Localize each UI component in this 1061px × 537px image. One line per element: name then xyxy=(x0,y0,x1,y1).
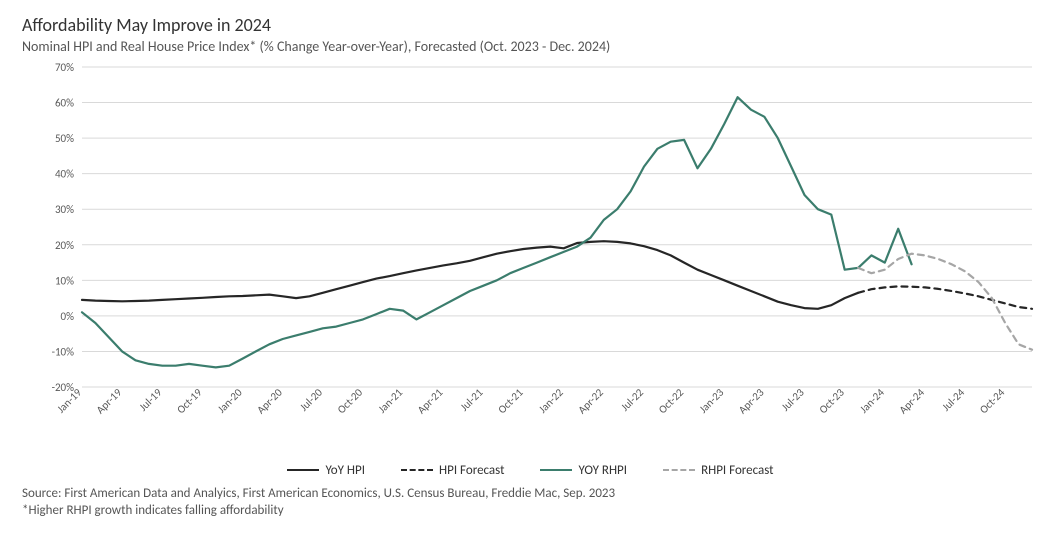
source-line: Source: First American Data and Analyics… xyxy=(22,486,1039,501)
svg-text:Oct-20: Oct-20 xyxy=(335,386,366,417)
legend-item: YOY RHPI xyxy=(540,463,627,478)
legend-swatch xyxy=(287,469,319,471)
svg-text:70%: 70% xyxy=(55,61,74,74)
svg-text:10%: 10% xyxy=(55,274,74,287)
legend-swatch xyxy=(401,469,433,471)
svg-text:Apr-24: Apr-24 xyxy=(897,386,928,417)
legend-swatch xyxy=(540,469,572,471)
svg-text:0%: 0% xyxy=(61,310,75,323)
svg-text:Oct-21: Oct-21 xyxy=(495,386,526,417)
svg-text:Oct-23: Oct-23 xyxy=(817,386,848,417)
svg-text:Jul-23: Jul-23 xyxy=(779,386,807,414)
svg-text:50%: 50% xyxy=(55,132,74,145)
legend-label: YoY HPI xyxy=(325,463,365,478)
legend-swatch xyxy=(663,469,695,471)
svg-text:Jul-19: Jul-19 xyxy=(137,386,165,414)
svg-text:Apr-22: Apr-22 xyxy=(575,386,606,417)
svg-text:Jul-21: Jul-21 xyxy=(458,386,486,414)
svg-text:60%: 60% xyxy=(55,97,74,110)
chart-subtitle: Nominal HPI and Real House Price Index* … xyxy=(22,38,1039,55)
legend-label: HPI Forecast xyxy=(439,463,504,478)
svg-text:Apr-21: Apr-21 xyxy=(415,386,446,417)
svg-text:Jul-22: Jul-22 xyxy=(618,386,646,414)
svg-text:Jul-20: Jul-20 xyxy=(297,386,325,414)
legend-item: YoY HPI xyxy=(287,463,365,478)
svg-text:20%: 20% xyxy=(55,239,74,252)
chart-title: Affordability May Improve in 2024 xyxy=(22,14,1039,36)
legend-item: HPI Forecast xyxy=(401,463,504,478)
series-hpi-forecast xyxy=(858,286,1032,308)
svg-text:Apr-19: Apr-19 xyxy=(94,386,125,417)
svg-text:Oct-19: Oct-19 xyxy=(174,386,205,417)
legend-label: RHPI Forecast xyxy=(701,463,773,478)
svg-text:Apr-23: Apr-23 xyxy=(736,386,767,417)
line-chart: -20%-10%0%10%20%30%40%50%60%70%Jan-19Apr… xyxy=(22,61,1039,478)
svg-text:Jan-23: Jan-23 xyxy=(697,386,727,416)
svg-text:Jan-21: Jan-21 xyxy=(375,386,405,416)
footnote: *Higher RHPI growth indicates falling af… xyxy=(22,503,1039,518)
svg-text:Apr-20: Apr-20 xyxy=(254,386,285,417)
series-yoy-hpi xyxy=(82,241,858,309)
svg-text:Jan-22: Jan-22 xyxy=(536,386,566,416)
svg-text:Oct-24: Oct-24 xyxy=(977,386,1008,417)
svg-text:-10%: -10% xyxy=(52,345,75,358)
svg-text:40%: 40% xyxy=(55,168,74,181)
svg-text:30%: 30% xyxy=(55,203,74,216)
legend: YoY HPI HPI Forecast YOY RHPI RHPI Forecast xyxy=(22,460,1039,478)
series-rhpi-forecast xyxy=(858,254,1032,350)
chart-svg: -20%-10%0%10%20%30%40%50%60%70%Jan-19Apr… xyxy=(22,61,1039,451)
legend-item: RHPI Forecast xyxy=(663,463,773,478)
legend-label: YOY RHPI xyxy=(578,463,627,478)
svg-text:Jul-24: Jul-24 xyxy=(939,386,967,414)
svg-text:Oct-22: Oct-22 xyxy=(656,386,687,417)
chart-footer: Source: First American Data and Analyics… xyxy=(22,486,1039,518)
svg-text:Jan-24: Jan-24 xyxy=(857,386,887,416)
svg-text:Jan-20: Jan-20 xyxy=(215,386,245,416)
